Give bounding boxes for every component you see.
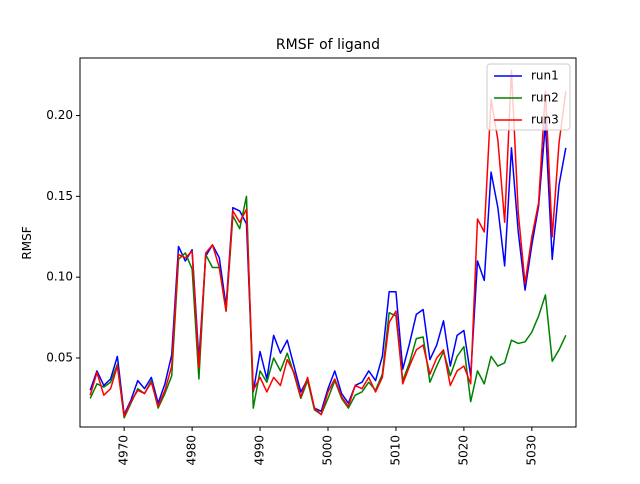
x-tick-label: 4970 xyxy=(117,435,131,466)
x-tick-label: 5010 xyxy=(388,435,402,466)
legend-label-run3: run3 xyxy=(531,113,559,127)
y-axis-label: RMSF xyxy=(20,226,34,259)
series-line-run3 xyxy=(89,69,567,417)
legend-box xyxy=(486,63,571,131)
x-tick-label: 4990 xyxy=(253,435,267,466)
ticks-layer: 4970 4980 4990 5000 5010 5020 5030 0.05 0.10 0.15… xyxy=(46,108,538,466)
series-line-run2 xyxy=(89,195,567,419)
x-tick-label: 5020 xyxy=(456,435,470,466)
x-tick-label: 5030 xyxy=(524,435,538,466)
chart-title: RMSF of ligand xyxy=(276,37,380,53)
x-tick-label: 4980 xyxy=(185,435,199,466)
y-tick-label: 0.20 xyxy=(46,108,73,122)
y-tick-label: 0.10 xyxy=(46,270,73,284)
y-tick-label: 0.05 xyxy=(46,350,73,364)
y-tick-label: 0.15 xyxy=(46,189,73,203)
legend-label-run2: run2 xyxy=(531,91,559,105)
x-tick-label: 5000 xyxy=(321,435,335,466)
legend-label-run1: run1 xyxy=(531,69,559,83)
legend: run1 run2 run3 xyxy=(486,63,571,131)
series-line-run1 xyxy=(89,122,567,416)
lines-layer xyxy=(89,69,567,419)
